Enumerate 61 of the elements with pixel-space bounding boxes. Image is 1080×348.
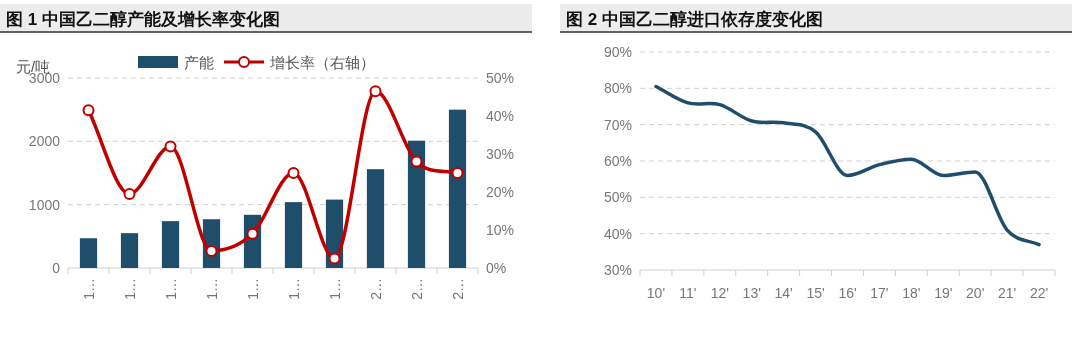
x-tick-label: 1… — [326, 278, 343, 300]
chart-title: 图 2 中国乙二醇进口依存度变化图 — [566, 10, 823, 29]
y-tick-label: 30% — [603, 262, 632, 278]
point — [123, 187, 136, 200]
y2-tick-label: 0% — [486, 260, 507, 276]
chart-title: 图 1 中国乙二醇产能及增长率变化图 — [6, 10, 280, 29]
y2-tick-label: 10% — [486, 222, 515, 238]
y-tick-label: 40% — [603, 225, 632, 242]
x-tick-label: 1… — [203, 278, 220, 300]
y-tick-label: 0 — [52, 260, 61, 276]
point — [451, 167, 464, 179]
bar — [120, 233, 139, 268]
bar — [448, 109, 467, 268]
x-tick-label: 1… — [80, 278, 97, 300]
point — [164, 140, 177, 153]
point — [246, 227, 259, 240]
point — [287, 167, 300, 179]
y-tick-label: 80% — [603, 80, 632, 97]
x-tick-label: 1… — [244, 278, 261, 300]
x-tick-label: 10' — [646, 285, 666, 301]
y2-tick-label: 40% — [486, 108, 515, 124]
point — [205, 244, 218, 257]
x-tick-label: 19' — [934, 285, 953, 301]
y-tick-label: 60% — [603, 153, 632, 169]
x-tick-label: 16' — [838, 285, 857, 301]
y-tick-label: 2000 — [28, 133, 61, 150]
x-tick-label: 2… — [367, 278, 384, 300]
x-tick-label: 22' — [1029, 285, 1049, 301]
x-tick-label: 1… — [121, 278, 138, 300]
point — [82, 104, 95, 117]
x-tick-label: 20' — [966, 285, 985, 301]
bar — [284, 202, 303, 268]
y-tick-label: 1000 — [28, 196, 61, 213]
y2-tick-label: 20% — [486, 184, 515, 200]
x-tick-label: 12' — [710, 285, 729, 301]
legend-label: 增长率（右轴） — [269, 54, 375, 71]
legend-label: 产能 — [184, 54, 214, 71]
bar — [161, 221, 180, 268]
x-tick-label: 15' — [806, 285, 825, 301]
bar — [407, 140, 426, 268]
line-series — [654, 84, 1041, 247]
x-tick-label: 21' — [997, 285, 1017, 301]
y-tick-label: 50% — [603, 189, 632, 206]
point — [410, 155, 423, 168]
bar — [79, 238, 98, 268]
x-tick-label: 13' — [742, 285, 761, 301]
x-tick-label: 14' — [774, 285, 793, 301]
x-tick-label: 11' — [679, 285, 697, 301]
y2-tick-label: 30% — [486, 146, 515, 162]
bar — [366, 169, 385, 268]
y2-tick-label: 50% — [486, 70, 515, 86]
point — [369, 85, 382, 98]
x-tick-label: 1… — [285, 278, 302, 300]
point — [328, 252, 341, 265]
x-tick-label: 17' — [870, 285, 889, 301]
x-tick-label: 2… — [408, 278, 425, 300]
x-tick-label: 1… — [162, 278, 179, 300]
y-tick-label: 70% — [603, 116, 632, 133]
x-tick-label: 2… — [449, 278, 466, 300]
x-tick-label: 18' — [902, 285, 921, 301]
y-tick-label: 90% — [603, 44, 632, 60]
